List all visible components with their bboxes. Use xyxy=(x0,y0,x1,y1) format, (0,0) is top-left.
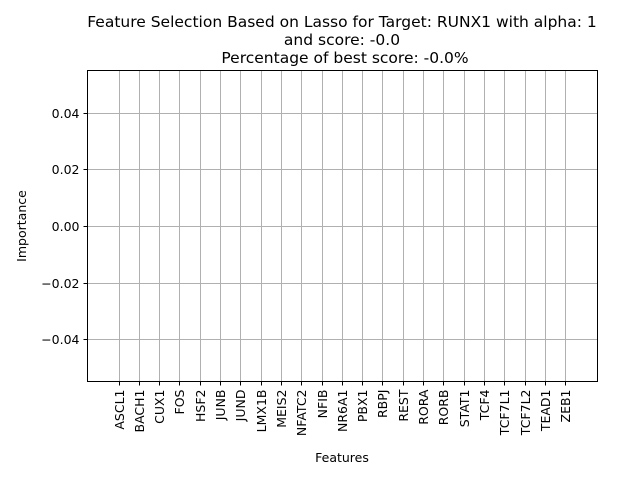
x-tick-label: RORA xyxy=(416,389,431,425)
x-tick-label: HSF2 xyxy=(193,390,208,422)
y-axis-label: Importance xyxy=(14,190,29,262)
chart-title-line-2: and score: -0.0 xyxy=(284,31,400,49)
x-tick-label: RORB xyxy=(436,390,451,426)
x-axis-ticks: ASCL1 BACH1 CUX1 FOS HSF2 JUNB JUND LMX1B MEIS2 N… xyxy=(112,381,573,437)
x-tick-label: RBPJ xyxy=(375,390,390,419)
x-tick-label: NR6A1 xyxy=(335,390,350,433)
x-tick-label: TCF4 xyxy=(477,389,492,421)
y-tick-label: 0.02 xyxy=(52,162,80,177)
y-tick-label: −0.04 xyxy=(41,332,79,347)
x-tick-label: LMX1B xyxy=(254,390,269,433)
grid xyxy=(87,70,598,382)
y-tick-label: 0.04 xyxy=(52,106,80,121)
x-tick-label: JUNB xyxy=(213,390,228,422)
x-tick-label: NFIB xyxy=(315,390,330,419)
chart-title-line-3: Percentage of best score: -0.0% xyxy=(221,49,468,67)
x-tick-label: FOS xyxy=(172,389,187,414)
chart-title-line-1: Feature Selection Based on Lasso for Tar… xyxy=(87,13,597,31)
x-tick-label: PBX1 xyxy=(355,390,370,423)
x-tick-label: BACH1 xyxy=(132,390,147,433)
x-tick-label: MEIS2 xyxy=(274,390,289,428)
y-tick-label: −0.02 xyxy=(41,276,79,291)
x-tick-label: JUND xyxy=(233,390,248,423)
x-tick-label: ZEB1 xyxy=(558,390,573,423)
chart-title: Feature Selection Based on Lasso for Tar… xyxy=(87,13,597,67)
y-tick-label: 0.00 xyxy=(52,219,80,234)
x-axis-label: Features xyxy=(315,450,369,465)
x-tick-label: TCF7L1 xyxy=(497,390,512,437)
x-tick-label: REST xyxy=(396,389,411,422)
x-tick-label: NFATC2 xyxy=(294,390,309,437)
y-axis-ticks: −0.04 −0.02 0.00 0.02 0.04 xyxy=(41,106,88,347)
x-tick-label: TEAD1 xyxy=(538,390,553,433)
x-tick-label: TCF7L2 xyxy=(518,390,533,437)
x-tick-label: CUX1 xyxy=(152,390,167,424)
x-tick-label: ASCL1 xyxy=(112,390,127,430)
x-tick-label: STAT1 xyxy=(457,390,472,428)
